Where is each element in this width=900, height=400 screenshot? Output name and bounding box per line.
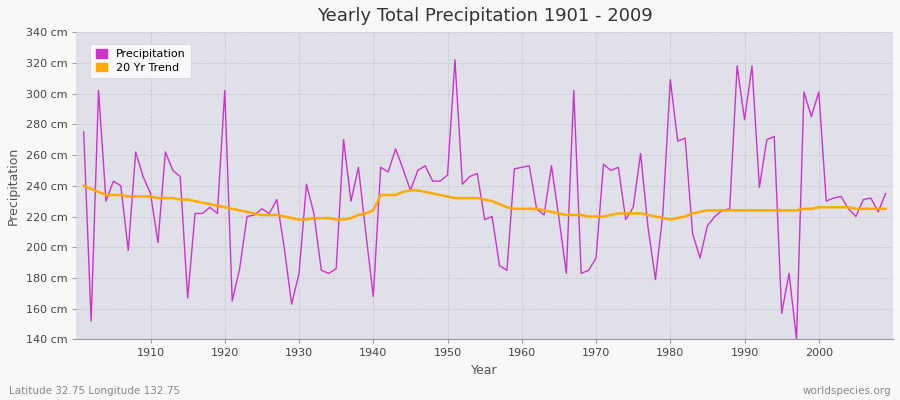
Legend: Precipitation, 20 Yr Trend: Precipitation, 20 Yr Trend: [90, 44, 191, 78]
Line: 20 Yr Trend: 20 Yr Trend: [84, 186, 886, 220]
20 Yr Trend: [353, 212, 364, 217]
20 Yr Trend: [524, 206, 535, 211]
Precipitation: [302, 182, 312, 187]
Precipitation: [78, 130, 89, 134]
Precipitation: [450, 57, 461, 62]
20 Yr Trend: [138, 194, 148, 199]
Precipitation: [138, 174, 148, 179]
20 Yr Trend: [517, 206, 527, 211]
Precipitation: [517, 165, 527, 170]
20 Yr Trend: [613, 211, 624, 216]
20 Yr Trend: [309, 216, 320, 220]
Title: Yearly Total Precipitation 1901 - 2009: Yearly Total Precipitation 1901 - 2009: [317, 7, 652, 25]
X-axis label: Year: Year: [472, 364, 498, 377]
Text: worldspecies.org: worldspecies.org: [803, 386, 891, 396]
Text: Latitude 32.75 Longitude 132.75: Latitude 32.75 Longitude 132.75: [9, 386, 180, 396]
Precipitation: [346, 199, 356, 204]
Precipitation: [791, 337, 802, 342]
Precipitation: [524, 163, 535, 168]
20 Yr Trend: [293, 217, 304, 222]
20 Yr Trend: [78, 183, 89, 188]
Precipitation: [880, 191, 891, 196]
20 Yr Trend: [880, 206, 891, 211]
Line: Precipitation: Precipitation: [84, 60, 886, 340]
Y-axis label: Precipitation: Precipitation: [7, 147, 20, 225]
Precipitation: [613, 165, 624, 170]
